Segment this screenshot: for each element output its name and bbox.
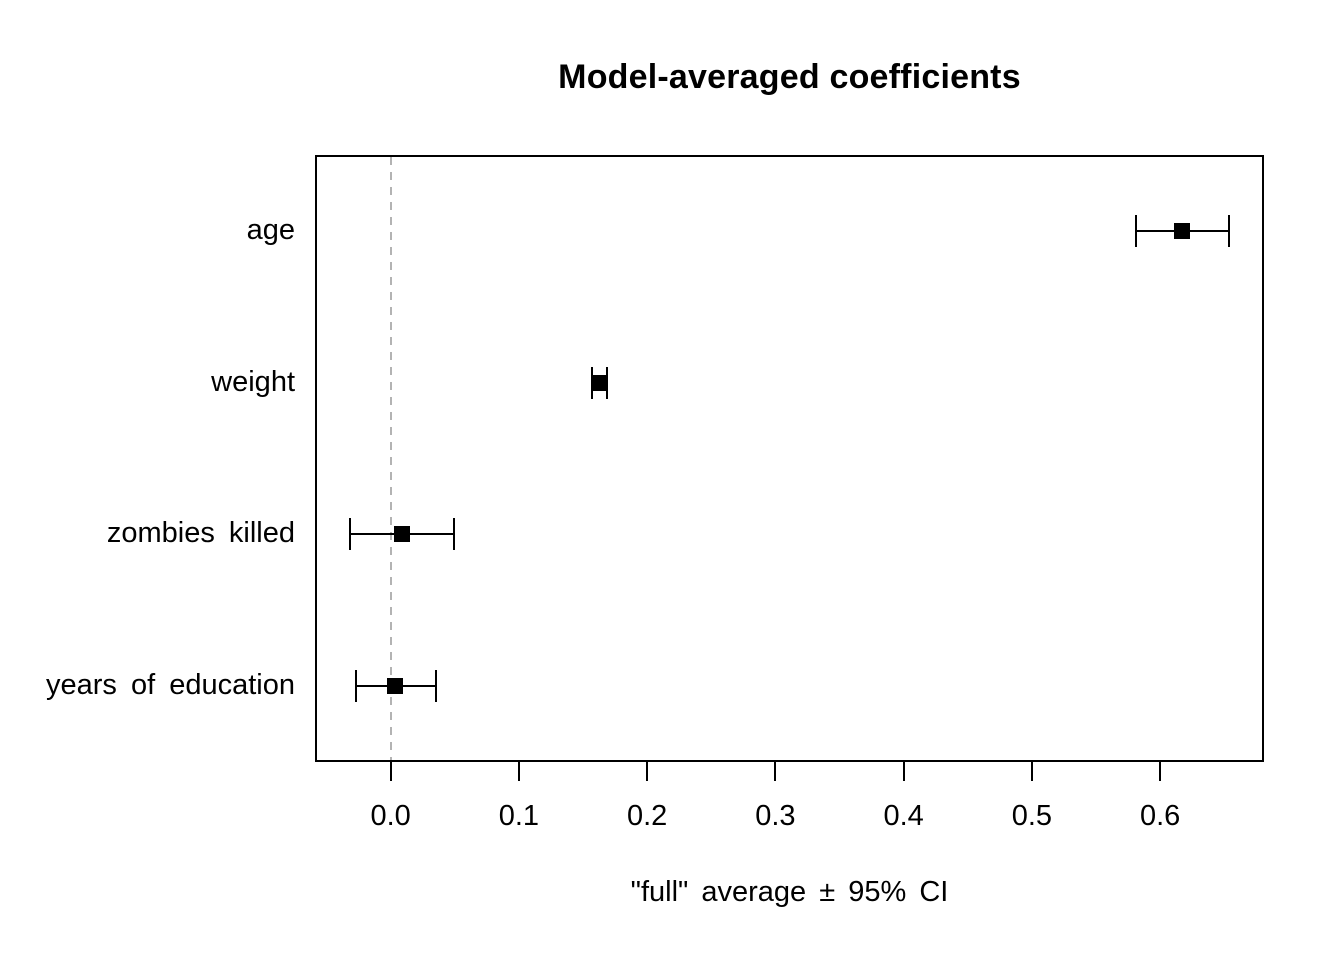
category-label: age <box>246 213 295 246</box>
x-tick-label: 0.4 <box>883 800 924 832</box>
x-tick-label: 0.1 <box>498 800 540 832</box>
ci-cap-right <box>1228 214 1231 247</box>
zero-reference-line <box>389 157 392 760</box>
category-label: years of education <box>46 669 295 702</box>
x-tick-label: 0.0 <box>370 800 411 832</box>
x-axis-label: "full" average ± 95% CI <box>630 876 949 908</box>
x-tick-label: 0.6 <box>1139 800 1181 832</box>
ci-cap-left <box>1134 214 1137 247</box>
x-axis-tick <box>902 762 905 781</box>
point-estimate-square <box>591 374 608 391</box>
x-tick-label: 0.3 <box>755 800 796 832</box>
category-label: weight <box>211 365 295 398</box>
ci-cap-left <box>355 670 358 703</box>
x-axis-tick <box>774 762 777 781</box>
x-axis-tick <box>517 762 520 781</box>
category-label: zombies killed <box>106 517 295 550</box>
plot-area-border <box>315 155 1264 762</box>
chart-title: Model-averaged coefficients <box>558 58 1021 96</box>
point-estimate-square <box>1173 222 1190 239</box>
point-estimate-square <box>386 678 403 695</box>
point-estimate-square <box>394 526 411 543</box>
x-axis-tick <box>1030 762 1033 781</box>
x-axis-tick <box>389 762 392 781</box>
x-axis-tick <box>1159 762 1162 781</box>
ci-cap-left <box>348 518 351 551</box>
x-tick-label: 0.2 <box>626 800 668 832</box>
x-axis-tick <box>646 762 649 781</box>
ci-cap-right <box>452 518 455 551</box>
ci-cap-right <box>434 670 437 703</box>
x-tick-label: 0.5 <box>1011 800 1053 832</box>
